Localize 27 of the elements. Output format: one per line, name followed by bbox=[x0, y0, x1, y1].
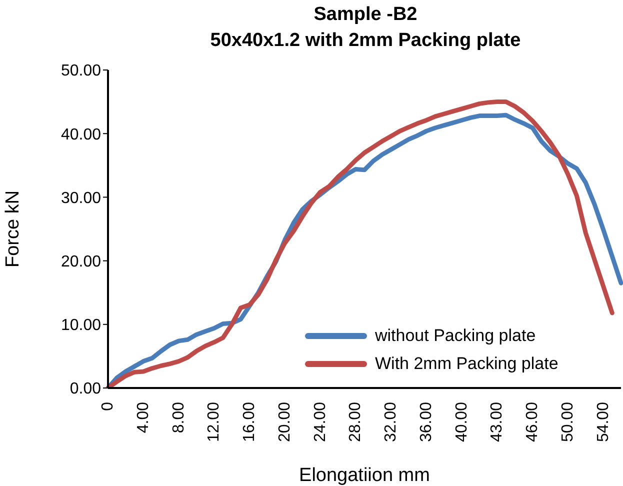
x-tick-label: 8.00 bbox=[170, 402, 188, 434]
legend-label: without Packing plate bbox=[375, 326, 536, 346]
x-tick-label: 28.00 bbox=[347, 402, 364, 442]
legend-label: With 2mm Packing plate bbox=[375, 354, 558, 374]
y-tick-label: 10.00 bbox=[60, 317, 102, 334]
x-tick-label: 4.00 bbox=[134, 402, 152, 434]
y-tick-label: 50.00 bbox=[60, 62, 102, 80]
x-tick-label: 54.00 bbox=[594, 402, 612, 442]
x-tick-label: 40.00 bbox=[453, 402, 470, 442]
y-tick-label: 0.00 bbox=[70, 380, 102, 398]
x-tick-label: 50.00 bbox=[559, 402, 576, 442]
x-tick-label: 0 bbox=[100, 402, 116, 411]
x-tick-label: 16.00 bbox=[241, 402, 258, 442]
x-tick-label: 36.00 bbox=[418, 402, 435, 442]
x-tick-label: 32.00 bbox=[382, 402, 400, 442]
y-tick-label: 40.00 bbox=[60, 126, 102, 144]
x-tick-label: 20.00 bbox=[276, 402, 294, 442]
chart-title: Sample -B2 bbox=[312, 3, 418, 27]
x-tick-label: 12.00 bbox=[206, 402, 223, 442]
x-tick-label: 24.00 bbox=[312, 402, 329, 442]
y-axis-title: Force kN bbox=[2, 190, 24, 268]
x-tick-label: 43.00 bbox=[488, 402, 506, 442]
chart-subtitle: 50x40x1.2 with 2mm Packing plate bbox=[209, 29, 522, 53]
x-tick-label: 46.00 bbox=[524, 402, 542, 442]
y-tick-label: 30.00 bbox=[60, 190, 102, 207]
y-tick-label: 20.00 bbox=[60, 253, 102, 270]
x-axis-title: Elongatiion mm bbox=[299, 465, 430, 486]
